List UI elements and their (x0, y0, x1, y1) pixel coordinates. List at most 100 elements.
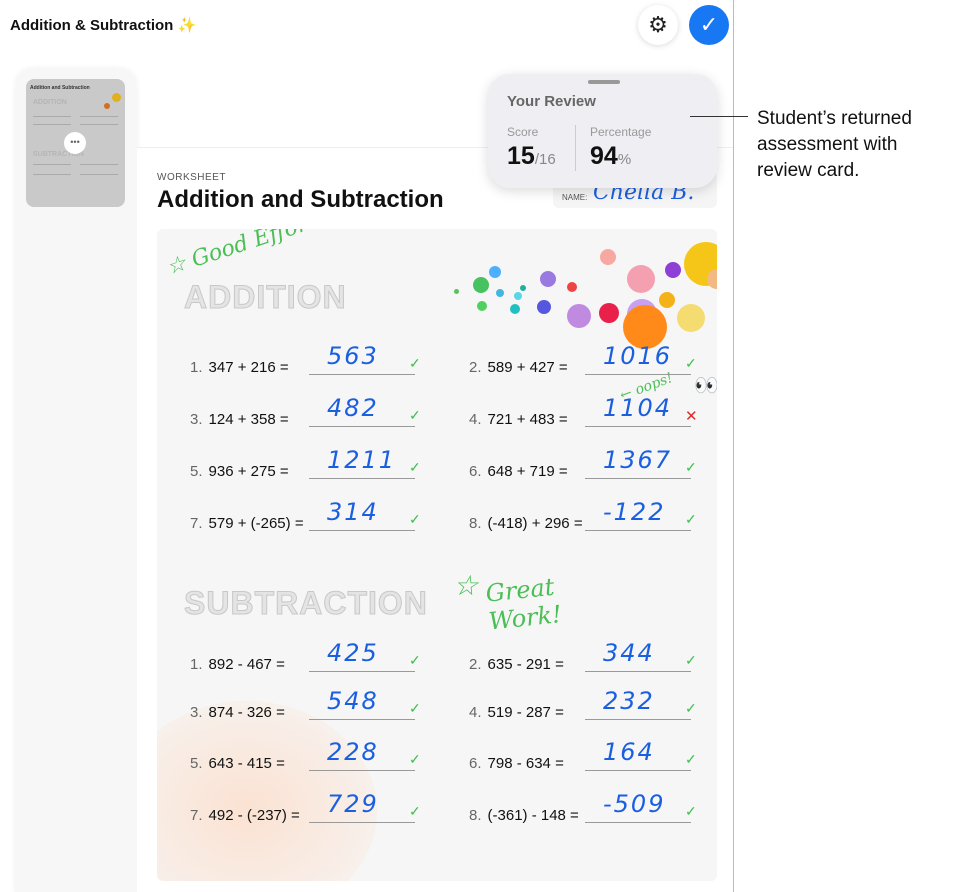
annotation-great-work: Great Work! (484, 572, 563, 636)
review-title: Your Review (507, 93, 596, 110)
answer-line (585, 770, 691, 771)
drag-handle[interactable] (588, 80, 620, 84)
answer-line (309, 530, 415, 531)
answer-line (585, 530, 691, 531)
problem: 6. 798 - 634 = (469, 755, 564, 772)
decorative-bubble (537, 300, 551, 314)
answer[interactable]: 482 (327, 394, 379, 422)
problem: 2. 635 - 291 = (469, 656, 564, 673)
decorative-bubble (567, 282, 577, 292)
review-card[interactable]: Your Review Score 15/16 Percentage 94% (488, 74, 717, 188)
correct-checkmark-icon: ✓ (409, 700, 421, 716)
score-value: 15/16 (507, 142, 556, 170)
answer[interactable]: 232 (603, 687, 655, 715)
problem: 3. 124 + 358 = (190, 411, 289, 428)
worksheet-label: WORKSHEET (157, 172, 226, 183)
decorative-bubble (514, 292, 522, 300)
page-thumbnail[interactable]: Addition and Subtraction ADDITION SUBTRA… (26, 79, 125, 207)
problem: 5. 643 - 415 = (190, 755, 285, 772)
correct-checkmark-icon: ✓ (685, 511, 697, 527)
correct-checkmark-icon: ✓ (685, 652, 697, 668)
decorative-bubble (677, 304, 705, 332)
callout-text: Student’s returned assessment with revie… (757, 108, 912, 181)
decorative-bubble (540, 271, 556, 287)
problem: 4. 519 - 287 = (469, 704, 564, 721)
decorative-bubble (489, 266, 501, 278)
decorative-bubble (665, 262, 681, 278)
answer[interactable]: 344 (603, 639, 655, 667)
decorative-bubble (496, 289, 504, 297)
decorative-bubble (567, 304, 591, 328)
problem: 7. 579 + (-265) = (190, 515, 304, 532)
decorative-bubble (599, 303, 619, 323)
answer-line (309, 671, 415, 672)
app-window: Addition & Subtraction ✨ ⚙ ✓ Addition an… (10, 0, 734, 892)
correct-checkmark-icon: ✓ (685, 700, 697, 716)
worksheet-content: ☆ Good Effort! ADDITION SUBTRACTION ☆ Gr… (157, 229, 717, 881)
answer-line (585, 822, 691, 823)
page-sidebar: Addition and Subtraction ADDITION SUBTRA… (15, 68, 137, 892)
answer-line (309, 770, 415, 771)
decorative-bubble (473, 277, 489, 293)
correct-checkmark-icon: ✓ (409, 803, 421, 819)
thumbnail-section: ADDITION (33, 99, 67, 106)
answer[interactable]: 548 (327, 687, 379, 715)
answer[interactable]: 1104 (603, 394, 673, 422)
problem: 8. (-418) + 296 = (469, 515, 583, 532)
gear-icon: ⚙ (648, 12, 668, 37)
checkmark-icon: ✓ (699, 12, 719, 37)
correct-checkmark-icon: ✓ (685, 355, 697, 371)
answer[interactable]: 1367 (603, 446, 673, 474)
answer[interactable]: 729 (327, 790, 379, 818)
decorative-bubble (510, 304, 520, 314)
settings-button[interactable]: ⚙ (638, 5, 678, 45)
problem: 8. (-361) - 148 = (469, 807, 579, 824)
decorative-bubble (623, 305, 667, 349)
problem: 6. 648 + 719 = (469, 463, 568, 480)
callout-line (690, 116, 748, 117)
answer[interactable]: 314 (327, 498, 379, 526)
decorative-bubble (659, 292, 675, 308)
answer[interactable]: 425 (327, 639, 379, 667)
decorative-bubble (520, 285, 526, 291)
correct-checkmark-icon: ✓ (409, 459, 421, 475)
answer-line (585, 719, 691, 720)
answer-line (585, 426, 691, 427)
answer-line (309, 478, 415, 479)
decorative-bubble (477, 301, 487, 311)
name-label: NAME: (562, 193, 588, 202)
answer[interactable]: 1211 (327, 446, 397, 474)
app-title: Addition & Subtraction ✨ (10, 17, 197, 34)
answer-line (309, 719, 415, 720)
done-button[interactable]: ✓ (689, 5, 729, 45)
incorrect-x-icon: ✕ (685, 408, 698, 425)
problem: 7. 492 - (-237) = (190, 807, 300, 824)
answer-line (585, 478, 691, 479)
score-label: Score (507, 125, 539, 139)
answer[interactable]: 1016 (603, 342, 673, 370)
decorative-bubble (707, 269, 717, 289)
star-icon: ☆ (453, 569, 479, 602)
answer[interactable]: 164 (603, 738, 655, 766)
worksheet-title: Addition and Subtraction (157, 186, 444, 213)
problem: 4. 721 + 483 = (469, 411, 568, 428)
addition-heading: ADDITION (184, 279, 347, 316)
more-options-button[interactable]: ••• (64, 132, 86, 154)
problem: 5. 936 + 275 = (190, 463, 289, 480)
decorative-bubble (600, 249, 616, 265)
answer[interactable]: 563 (327, 342, 379, 370)
decorative-bubble (454, 289, 459, 294)
correct-checkmark-icon: ✓ (409, 652, 421, 668)
answer[interactable]: -122 (603, 498, 666, 526)
answer[interactable]: 228 (327, 738, 379, 766)
answer-line (585, 671, 691, 672)
correct-checkmark-icon: ✓ (409, 751, 421, 767)
problem: 1. 892 - 467 = (190, 656, 285, 673)
answer-line (585, 374, 691, 375)
decorative-bubble (627, 265, 655, 293)
thumbnail-title: Addition and Subtraction (30, 85, 90, 91)
correct-checkmark-icon: ✓ (685, 751, 697, 767)
percentage-value: 94% (590, 142, 632, 170)
problem: 1. 347 + 216 = (190, 359, 289, 376)
answer[interactable]: -509 (603, 790, 666, 818)
